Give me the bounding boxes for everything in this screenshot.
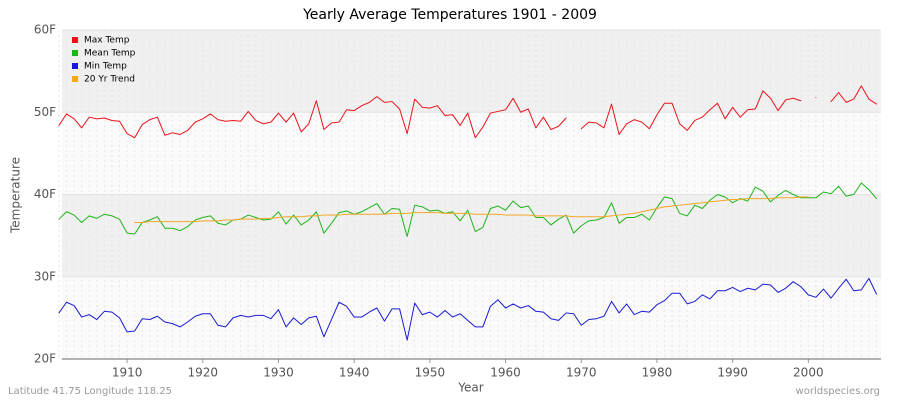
- legend-label: Min Temp: [84, 62, 127, 72]
- legend-swatch: [72, 37, 78, 43]
- legend-label: Max Temp: [84, 36, 130, 46]
- footer-right: worldspecies.org: [796, 386, 880, 397]
- legend-label: Mean Temp: [84, 49, 136, 59]
- legend-swatch: [72, 50, 78, 56]
- x-tick-label: 1930: [263, 366, 294, 380]
- x-tick-label: 1960: [490, 366, 521, 380]
- y-tick-label: 30F: [34, 269, 56, 283]
- x-tick-label: 1970: [566, 366, 597, 380]
- x-axis-label: Year: [457, 381, 483, 395]
- series-line: [58, 277, 877, 341]
- x-tick-label: 1920: [188, 366, 219, 380]
- y-tick-label: 50F: [34, 105, 56, 119]
- legend: Max Temp Mean Temp Min Temp 20 Yr Trend: [72, 36, 136, 85]
- x-tick-label: 1940: [339, 366, 370, 380]
- legend-swatch: [72, 63, 78, 69]
- x-tick-label: 1990: [717, 366, 748, 380]
- y-tick-label: 60F: [34, 23, 56, 37]
- y-tick-label: 40F: [34, 187, 56, 201]
- grid-band: [62, 194, 881, 277]
- grid-band: [62, 30, 881, 113]
- footer-left: Latitude 41.75 Longitude 118.25: [8, 386, 172, 397]
- x-tick-label: 1950: [415, 366, 446, 380]
- legend-swatch: [72, 76, 78, 82]
- chart-title: Yearly Average Temperatures 1901 - 2009: [302, 7, 597, 23]
- y-axis-label: Temperature: [9, 157, 23, 234]
- x-tick-label: 1980: [642, 366, 673, 380]
- y-tick-label: 20F: [34, 352, 56, 366]
- x-tick-label: 1910: [112, 366, 143, 380]
- legend-label: 20 Yr Trend: [84, 75, 135, 85]
- series-line: [134, 196, 809, 223]
- series-line: [58, 182, 877, 237]
- series-line: [58, 85, 877, 139]
- x-tick-label: 2000: [793, 366, 824, 380]
